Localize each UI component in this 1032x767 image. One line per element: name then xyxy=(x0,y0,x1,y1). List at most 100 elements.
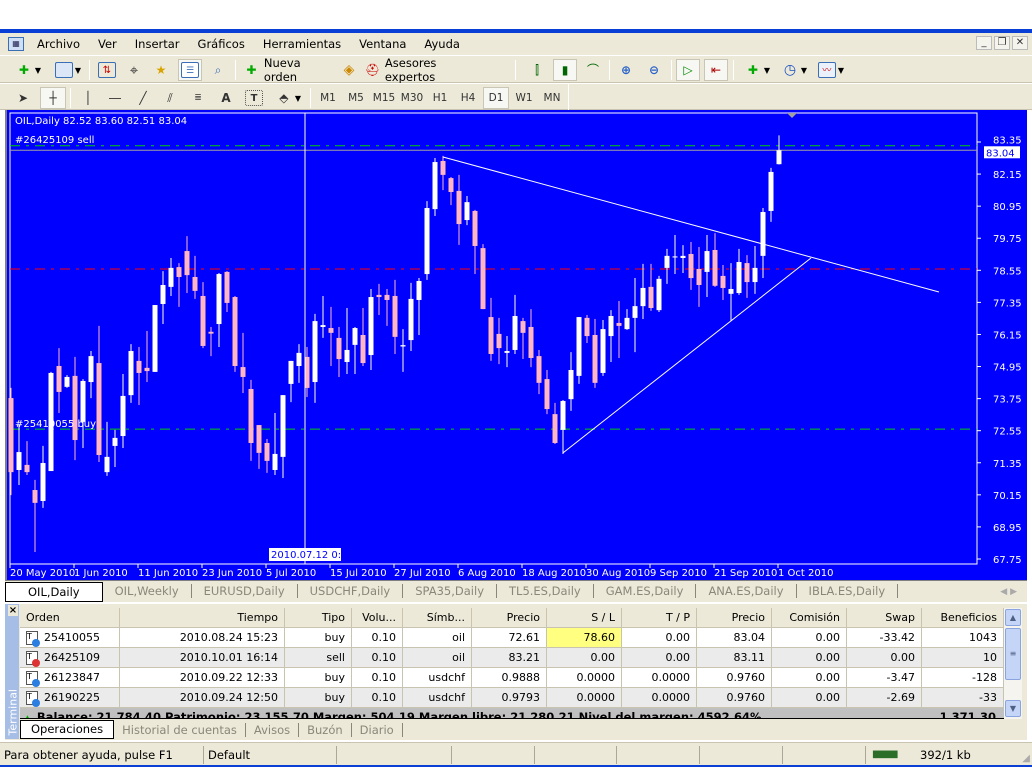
candle-body xyxy=(136,360,142,373)
expert-advisors-button[interactable]: ⛑ Asesores expertos xyxy=(364,56,484,84)
menu-archivo[interactable]: Archivo xyxy=(37,37,80,51)
terminal-tab-diario[interactable]: Diario xyxy=(352,723,403,737)
experts-toggle-button[interactable]: ◈ xyxy=(338,59,360,81)
terminal-side-strip: × Terminal xyxy=(5,604,20,739)
line-chart-button[interactable]: ⌒ xyxy=(582,59,604,81)
window-title-bar xyxy=(0,29,1032,33)
close-terminal-icon[interactable]: × xyxy=(8,605,18,616)
timeframe-h1[interactable]: H1 xyxy=(427,87,453,109)
profiles-button[interactable]: ▼ xyxy=(50,59,86,81)
candlestick-icon: ▮ xyxy=(561,63,569,77)
zoom-in-button[interactable]: ⊕ xyxy=(615,59,637,81)
arrows-button[interactable]: ⬘ ▼ xyxy=(272,87,304,109)
column-header-type[interactable]: Tipo xyxy=(285,608,352,628)
scroll-down-icon[interactable]: ▼ xyxy=(1005,700,1021,717)
chart-tab-gam-es-daily[interactable]: GAM.ES,Daily xyxy=(594,584,697,598)
strategy-tester-button[interactable]: ⌕ xyxy=(207,59,229,81)
column-header-commission[interactable]: Comisión xyxy=(772,608,847,628)
chart-tab-oil-weekly[interactable]: OIL,Weekly xyxy=(103,584,192,598)
chart-tab-ibla-es-daily[interactable]: IBLA.ES,Daily xyxy=(797,584,899,598)
text-label-icon: T xyxy=(245,90,263,106)
order-row[interactable]: T 25410055 2010.08.24 15:23 buy 0.10 oil 72.61… xyxy=(20,628,1004,648)
column-header-profit[interactable]: Beneficios xyxy=(922,608,1004,628)
fibonacci-button[interactable]: ≣ xyxy=(187,87,209,109)
chart-tab-spa35-daily[interactable]: SPA35,Daily xyxy=(403,584,498,598)
expert-hat-icon: ⛑ xyxy=(364,63,381,77)
timeframe-m5[interactable]: M5 xyxy=(343,87,369,109)
chart-tab-usdchf-daily[interactable]: USDCHF,Daily xyxy=(298,584,404,598)
new-order-button[interactable]: ✚ Nueva orden xyxy=(243,56,333,84)
menu-ayuda[interactable]: Ayuda xyxy=(424,37,460,51)
cursor-tool-button[interactable]: ➤ xyxy=(12,87,34,109)
trendline-button[interactable]: ╱ xyxy=(132,87,154,109)
chart-tab-tl5-es-daily[interactable]: TL5.ES,Daily xyxy=(497,584,594,598)
menu-graficos[interactable]: Gráficos xyxy=(197,37,245,51)
candle xyxy=(208,326,214,357)
close-icon[interactable]: ✕ xyxy=(1012,36,1028,50)
restore-icon[interactable]: ❐ xyxy=(994,36,1010,50)
column-header-swap[interactable]: Swap xyxy=(847,608,922,628)
terminal-tab-historial-de-cuentas[interactable]: Historial de cuentas xyxy=(114,723,246,737)
menu-ventana[interactable]: Ventana xyxy=(359,37,407,51)
scroll-thumb[interactable]: ≡ xyxy=(1005,628,1021,680)
column-header-sl[interactable]: S / L xyxy=(547,608,622,628)
market-watch-button[interactable]: ⇅ xyxy=(96,59,118,81)
terminal-scrollbar[interactable]: ▲ ≡ ▼ xyxy=(1004,608,1022,719)
price-chart[interactable]: 83.35 82.15 80.95 79.75 78.55 77.35 76.15 74.95… xyxy=(7,110,1027,580)
templates-button[interactable]: 〰 ▼ xyxy=(814,59,848,81)
crosshair-tool-button[interactable]: ┼ xyxy=(40,87,66,109)
timeframe-w1[interactable]: W1 xyxy=(511,87,537,109)
minimize-icon[interactable]: _ xyxy=(976,36,992,50)
terminal-tab-buz-n[interactable]: Buzón xyxy=(299,723,352,737)
menu-insertar[interactable]: Insertar xyxy=(134,37,180,51)
chart-window[interactable]: 83.35 82.15 80.95 79.75 78.55 77.35 76.15 74.95… xyxy=(5,110,1027,580)
column-header-order[interactable]: Orden xyxy=(20,608,120,628)
auto-scroll-button[interactable]: ▷ xyxy=(676,59,700,81)
timeframe-m15[interactable]: M15 xyxy=(371,87,397,109)
column-header-price[interactable]: Precio xyxy=(472,608,547,628)
column-header-volume[interactable]: Volu... xyxy=(352,608,403,628)
periods-button[interactable]: ◷ ▼ xyxy=(777,59,811,81)
terminal-button[interactable]: ☰ xyxy=(178,59,202,81)
bar-chart-button[interactable]: ⫿ xyxy=(526,59,548,81)
order-row[interactable]: T 26425109 2010.10.01 16:14 sell 0.10 oil 83.2… xyxy=(20,648,1004,668)
trendline[interactable] xyxy=(562,257,812,454)
timeframe-m30[interactable]: M30 xyxy=(399,87,425,109)
scroll-up-icon[interactable]: ▲ xyxy=(1005,609,1021,626)
timeframe-mn[interactable]: MN xyxy=(539,87,565,109)
terminal-tab-avisos[interactable]: Avisos xyxy=(246,723,300,737)
candlestick-button[interactable]: ▮ xyxy=(553,59,577,81)
text-label-button[interactable]: T xyxy=(243,87,265,109)
order-row[interactable]: T 26123847 2010.09.22 12:33 buy 0.10 usdchf 0.… xyxy=(20,668,1004,688)
candle-body xyxy=(296,352,302,366)
timeframe-h4[interactable]: H4 xyxy=(455,87,481,109)
new-chart-button[interactable]: ✚ ▼ xyxy=(10,59,46,81)
resize-grip-icon[interactable]: ◢ xyxy=(1022,753,1030,764)
text-tool-button[interactable]: A xyxy=(215,87,237,109)
trendline[interactable] xyxy=(442,156,940,293)
menu-herramientas[interactable]: Herramientas xyxy=(262,37,342,51)
status-cell xyxy=(535,746,617,764)
terminal-tab-operaciones[interactable]: Operaciones xyxy=(20,720,115,739)
zoom-out-button[interactable]: ⊖ xyxy=(643,59,665,81)
navigator-button[interactable]: ★ xyxy=(150,59,172,81)
equidistant-channel-button[interactable]: ⫽ xyxy=(159,87,181,109)
tab-scroll-arrows-icon[interactable]: ◀ ▶ xyxy=(1000,587,1017,597)
chart-shift-marker-icon[interactable] xyxy=(787,113,797,118)
menu-ver[interactable]: Ver xyxy=(98,37,117,51)
column-header-symbol[interactable]: Símb... xyxy=(403,608,472,628)
horizontal-line-button[interactable]: ― xyxy=(104,87,126,109)
timeframe-d1[interactable]: D1 xyxy=(483,87,509,109)
chart-tab-eurusd-daily[interactable]: EURUSD,Daily xyxy=(192,584,298,598)
chart-shift-button[interactable]: ⇤ xyxy=(704,59,728,81)
order-row[interactable]: T 26190225 2010.09.24 12:50 buy 0.10 usdchf 0.… xyxy=(20,688,1004,708)
data-window-button[interactable]: ⌖ xyxy=(123,59,145,81)
chart-tab-ana-es-daily[interactable]: ANA.ES,Daily xyxy=(696,584,797,598)
indicators-button[interactable]: ✚ ▼ xyxy=(740,59,774,81)
column-header-time[interactable]: Tiempo xyxy=(120,608,285,628)
column-header-tp[interactable]: T / P xyxy=(622,608,697,628)
timeframe-m1[interactable]: M1 xyxy=(315,87,341,109)
column-header-cur[interactable]: Precio xyxy=(697,608,772,628)
chart-tab-oil-daily[interactable]: OIL,Daily xyxy=(5,582,103,602)
vertical-line-button[interactable]: │ xyxy=(77,87,99,109)
